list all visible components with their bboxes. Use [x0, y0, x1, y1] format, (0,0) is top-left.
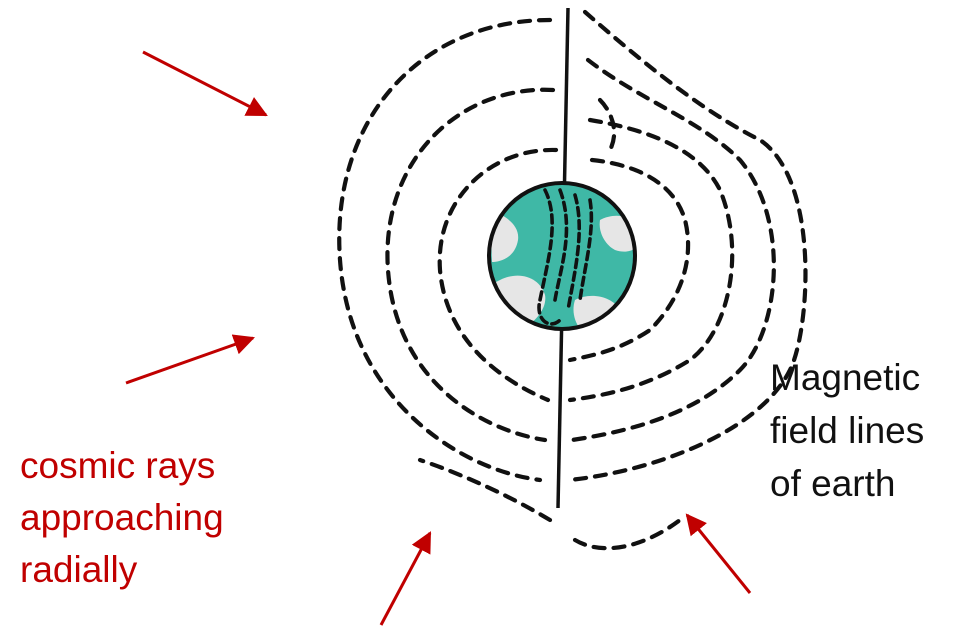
magnetic-field-lines: [337, 9, 808, 551]
field-line: [572, 517, 683, 551]
arrow-icon: [142, 50, 268, 117]
earth-globe-icon: [487, 181, 637, 331]
field-lines-label-line-2: field lines: [770, 410, 924, 451]
cosmic-rays-label-line-3: radially: [20, 549, 138, 590]
cosmic-rays-label-line-2: approaching: [20, 497, 224, 538]
field-lines-label-line-3: of earth: [770, 463, 895, 504]
arrow-icon: [685, 513, 752, 594]
cosmic-ray-arrows: [125, 50, 752, 626]
arrow-icon: [125, 334, 255, 385]
field-line: [337, 17, 553, 483]
field-line: [417, 457, 553, 523]
arrow-icon: [379, 531, 432, 626]
field-line: [567, 157, 691, 363]
field-lines-label: Magnetic field lines of earth: [770, 357, 924, 504]
cosmic-rays-label: cosmic rays approaching radially: [20, 445, 224, 590]
field-lines-label-line-1: Magnetic: [770, 357, 920, 398]
cosmic-rays-label-line-1: cosmic rays: [20, 445, 215, 486]
field-line: [567, 9, 808, 483]
field-line: [437, 147, 559, 403]
field-line: [567, 117, 735, 403]
field-line: [597, 97, 617, 153]
field-line: [385, 87, 556, 443]
field-line: [569, 57, 776, 443]
